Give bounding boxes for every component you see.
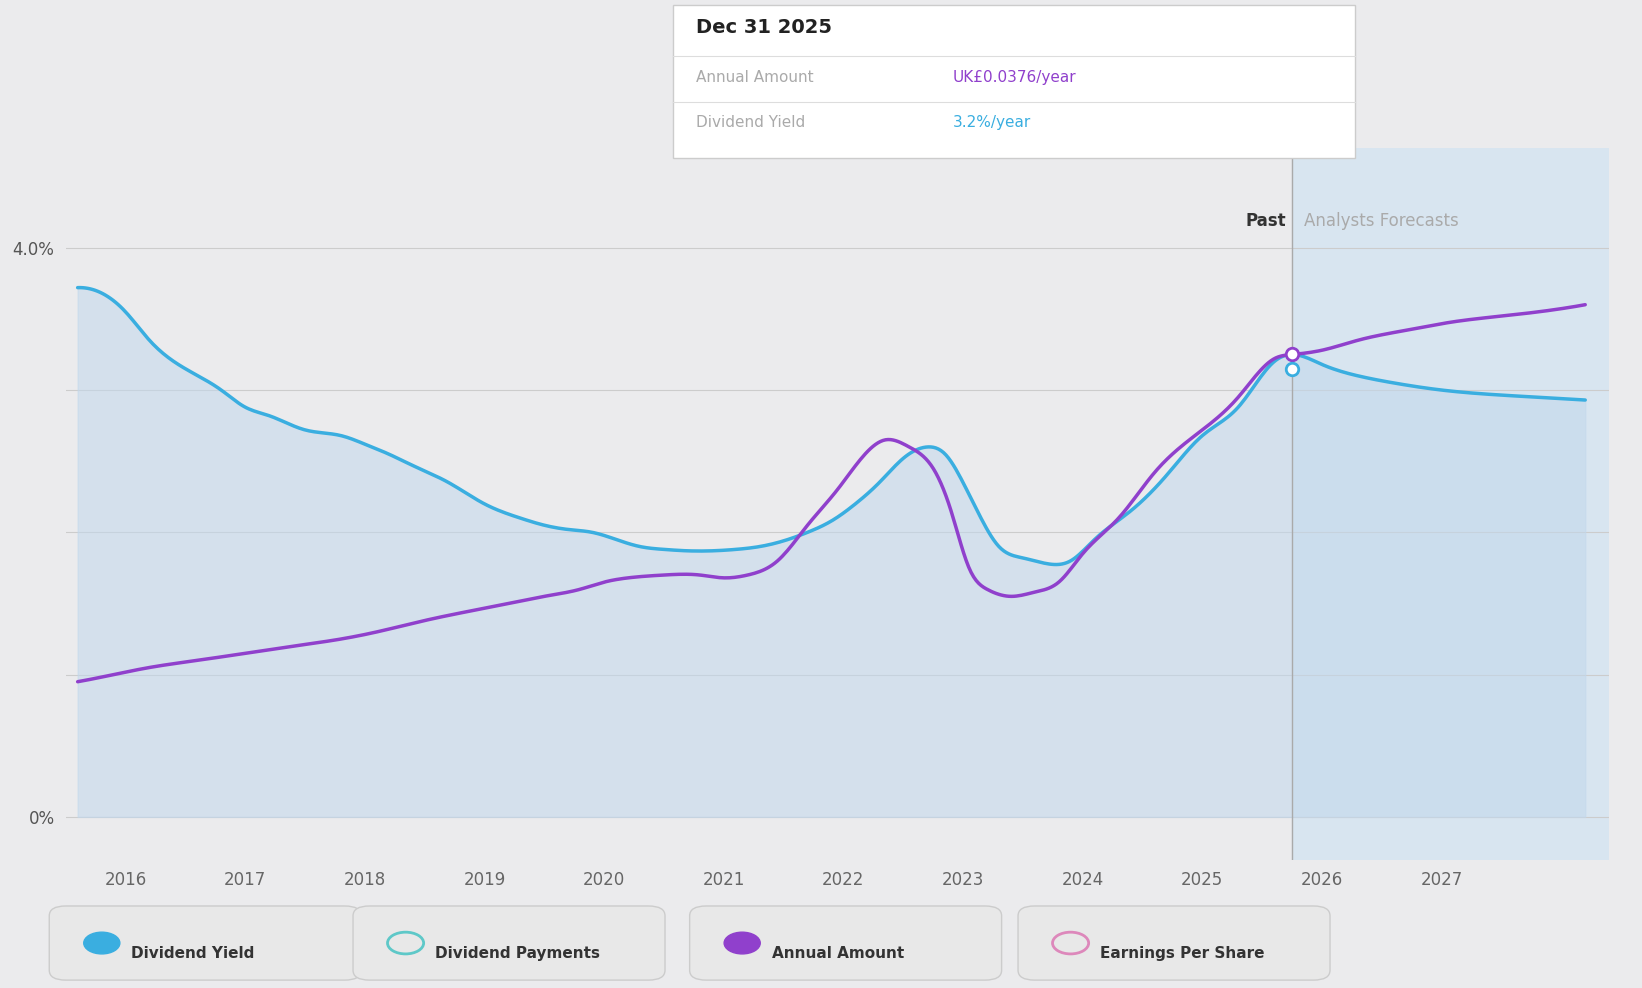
Text: Dividend Yield: Dividend Yield [696, 116, 806, 130]
Text: Past: Past [1246, 212, 1286, 230]
Text: Earnings Per Share: Earnings Per Share [1100, 947, 1264, 961]
Text: Annual Amount: Annual Amount [772, 947, 905, 961]
Text: Annual Amount: Annual Amount [696, 70, 814, 85]
Text: 3.2%/year: 3.2%/year [952, 116, 1031, 130]
Text: UK£0.0376/year: UK£0.0376/year [952, 70, 1076, 85]
Text: Dividend Payments: Dividend Payments [435, 947, 599, 961]
Text: Analysts Forecasts: Analysts Forecasts [1304, 212, 1458, 230]
Text: Dividend Yield: Dividend Yield [131, 947, 255, 961]
Bar [1292, 148, 1609, 860]
Text: Dec 31 2025: Dec 31 2025 [696, 18, 832, 37]
